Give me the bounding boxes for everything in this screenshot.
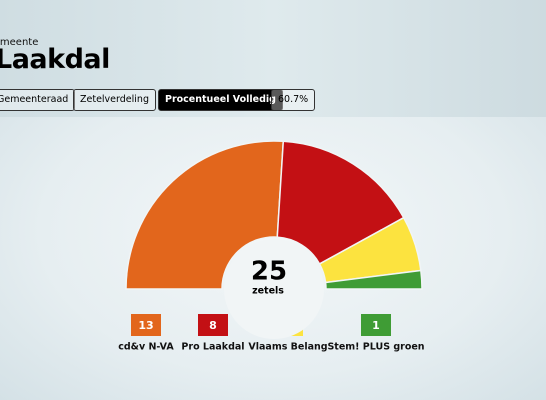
center-value: 25 <box>251 257 287 287</box>
slice <box>324 269 423 290</box>
slice <box>276 140 405 265</box>
tab[interactable]: Gemeenteraad <box>0 89 76 111</box>
subtitle: Gemeente <box>0 37 39 48</box>
tab[interactable]: 60.7% <box>271 89 316 111</box>
slice <box>125 140 285 290</box>
title: Laakdal <box>0 44 110 75</box>
legend-label: Pro Laakdal <box>181 342 244 353</box>
tab[interactable]: Zetelverdeling <box>73 89 156 111</box>
center-hole <box>224 239 324 339</box>
legend-label: Stem! PLUS groen <box>327 342 424 353</box>
legend-value: 1 <box>372 319 380 332</box>
legend-value: 8 <box>209 319 217 332</box>
legend-swatch <box>198 314 228 336</box>
legend-label: cd&v N-VA <box>118 342 174 353</box>
tab[interactable]: Procentueel Volledig <box>158 89 283 111</box>
legend-label: Vlaams Belang <box>248 342 327 353</box>
legend-swatch <box>131 314 161 336</box>
center-label: zetels <box>252 286 284 297</box>
legend-value: 13 <box>138 319 153 332</box>
legend-swatch <box>361 314 391 336</box>
